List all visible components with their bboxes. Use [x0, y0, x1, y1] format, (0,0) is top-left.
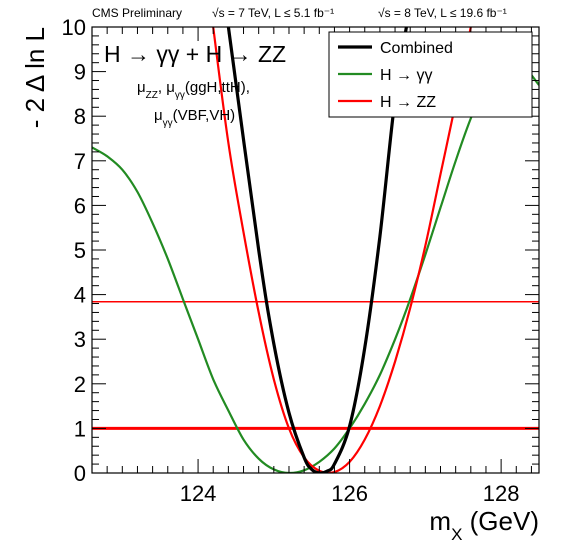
reference-lines: [92, 300, 539, 430]
y-tick-label-1: 1: [74, 416, 86, 441]
axis-ticks: 0 1 2 3 4 5 6 7 8 9 10 124 126 128: [62, 15, 539, 506]
y-tick-label-9: 9: [74, 60, 86, 85]
legend-label-1: H → γγ: [380, 67, 432, 84]
y-tick-label-4: 4: [74, 283, 86, 308]
x-tick-label-2: 128: [483, 481, 520, 506]
x-tick-label-1: 126: [331, 481, 368, 506]
mu-label-line1: μZZ, μγγ(ggH,ttH),: [137, 79, 250, 101]
y-tick-label-5: 5: [74, 238, 86, 263]
y-tick-label-2: 2: [74, 372, 86, 397]
x-axis-title: mX (GeV): [429, 506, 539, 544]
header-lumi-7tev: √s = 7 TeV, L ≤ 5.1 fb⁻¹: [212, 6, 334, 20]
header-experiment: CMS Preliminary: [92, 6, 182, 20]
x-tick-label-0: 124: [180, 481, 217, 506]
y-axis-title: - 2 Δ ln L: [20, 27, 50, 128]
y-tick-label-6: 6: [74, 193, 86, 218]
legend-label-2: H → ZZ: [380, 94, 436, 111]
y-tick-label-7: 7: [74, 149, 86, 174]
y-tick-label-8: 8: [74, 104, 86, 129]
series-line-2: [212, 27, 472, 473]
mu-label-line2: μγγ(VBF,VH): [154, 107, 235, 129]
legend-label-0: Combined: [380, 40, 453, 57]
legend: Combined H → γγ H → ZZ: [328, 31, 533, 118]
y-tick-label-0: 0: [74, 461, 86, 486]
header-lumi-8tev: √s = 8 TeV, L ≤ 19.6 fb⁻¹: [378, 6, 507, 20]
channels-label: H → γγ + H → ZZ: [104, 41, 286, 67]
y-tick-label-3: 3: [74, 327, 86, 352]
y-tick-label-10: 10: [62, 15, 86, 40]
